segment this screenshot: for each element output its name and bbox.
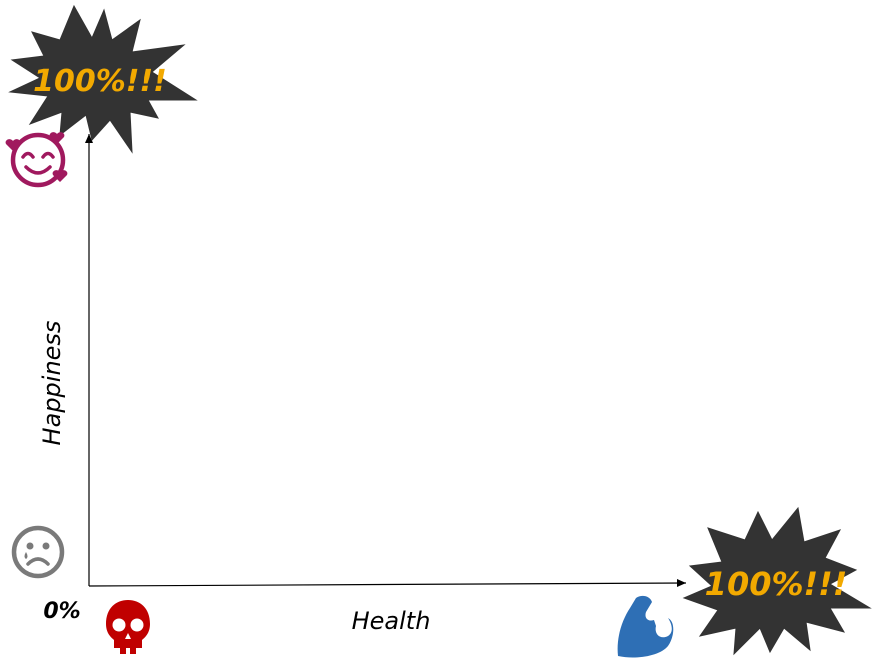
- right-burst-shape: [682, 506, 872, 656]
- x-axis: [88, 579, 687, 588]
- origin-label: 0%: [43, 599, 80, 624]
- right-burst-text: 100%!!!: [705, 565, 848, 603]
- sad-face-icon: [11, 525, 65, 579]
- right-burst: 100%!!!: [682, 506, 872, 656]
- y-axis-label: Happiness: [38, 321, 66, 446]
- smiling-face-with-hearts-icon: [5, 132, 68, 188]
- flexed-biceps-icon: [617, 595, 674, 658]
- top-burst-shape: [8, 4, 198, 154]
- top-burst-text: 100%!!!: [33, 64, 167, 99]
- top-burst: 100%!!!: [8, 4, 198, 154]
- skull-icon: [106, 600, 150, 654]
- x-axis-label: Health: [352, 607, 431, 635]
